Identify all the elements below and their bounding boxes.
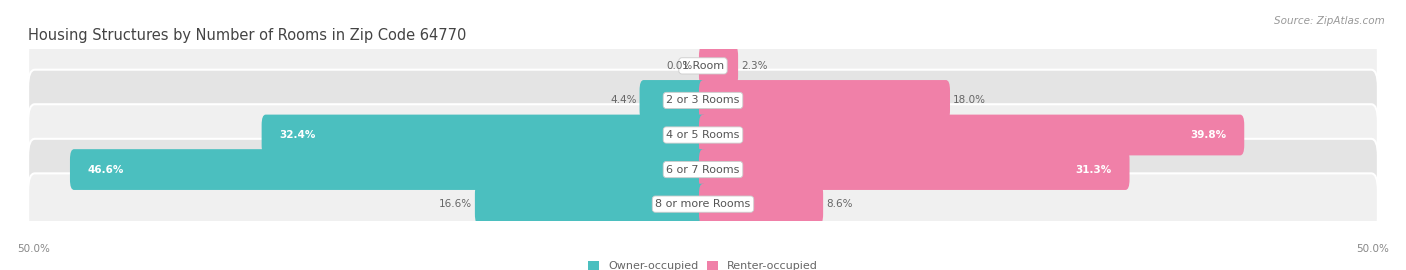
Text: 16.6%: 16.6% (439, 199, 472, 209)
FancyBboxPatch shape (640, 80, 707, 121)
FancyBboxPatch shape (699, 149, 1129, 190)
Text: 39.8%: 39.8% (1191, 130, 1226, 140)
Text: Housing Structures by Number of Rooms in Zip Code 64770: Housing Structures by Number of Rooms in… (28, 28, 467, 43)
Legend: Owner-occupied, Renter-occupied: Owner-occupied, Renter-occupied (588, 261, 818, 270)
Text: 50.0%: 50.0% (17, 244, 49, 254)
FancyBboxPatch shape (28, 139, 1378, 200)
Text: 18.0%: 18.0% (953, 95, 986, 106)
FancyBboxPatch shape (699, 184, 823, 225)
FancyBboxPatch shape (28, 70, 1378, 131)
FancyBboxPatch shape (28, 104, 1378, 166)
Text: Source: ZipAtlas.com: Source: ZipAtlas.com (1274, 16, 1385, 26)
FancyBboxPatch shape (70, 149, 707, 190)
Text: 50.0%: 50.0% (1357, 244, 1389, 254)
Text: 4 or 5 Rooms: 4 or 5 Rooms (666, 130, 740, 140)
FancyBboxPatch shape (699, 45, 738, 86)
FancyBboxPatch shape (699, 80, 950, 121)
Text: 1 Room: 1 Room (682, 61, 724, 71)
FancyBboxPatch shape (28, 35, 1378, 97)
Text: 32.4%: 32.4% (280, 130, 315, 140)
Text: 8 or more Rooms: 8 or more Rooms (655, 199, 751, 209)
Text: 0.0%: 0.0% (666, 61, 692, 71)
FancyBboxPatch shape (28, 173, 1378, 235)
Text: 46.6%: 46.6% (87, 164, 124, 175)
FancyBboxPatch shape (475, 184, 707, 225)
FancyBboxPatch shape (699, 114, 1244, 156)
Text: 31.3%: 31.3% (1076, 164, 1112, 175)
Text: 8.6%: 8.6% (825, 199, 852, 209)
Text: 2.3%: 2.3% (741, 61, 768, 71)
Text: 6 or 7 Rooms: 6 or 7 Rooms (666, 164, 740, 175)
FancyBboxPatch shape (262, 114, 707, 156)
Text: 2 or 3 Rooms: 2 or 3 Rooms (666, 95, 740, 106)
Text: 4.4%: 4.4% (610, 95, 637, 106)
